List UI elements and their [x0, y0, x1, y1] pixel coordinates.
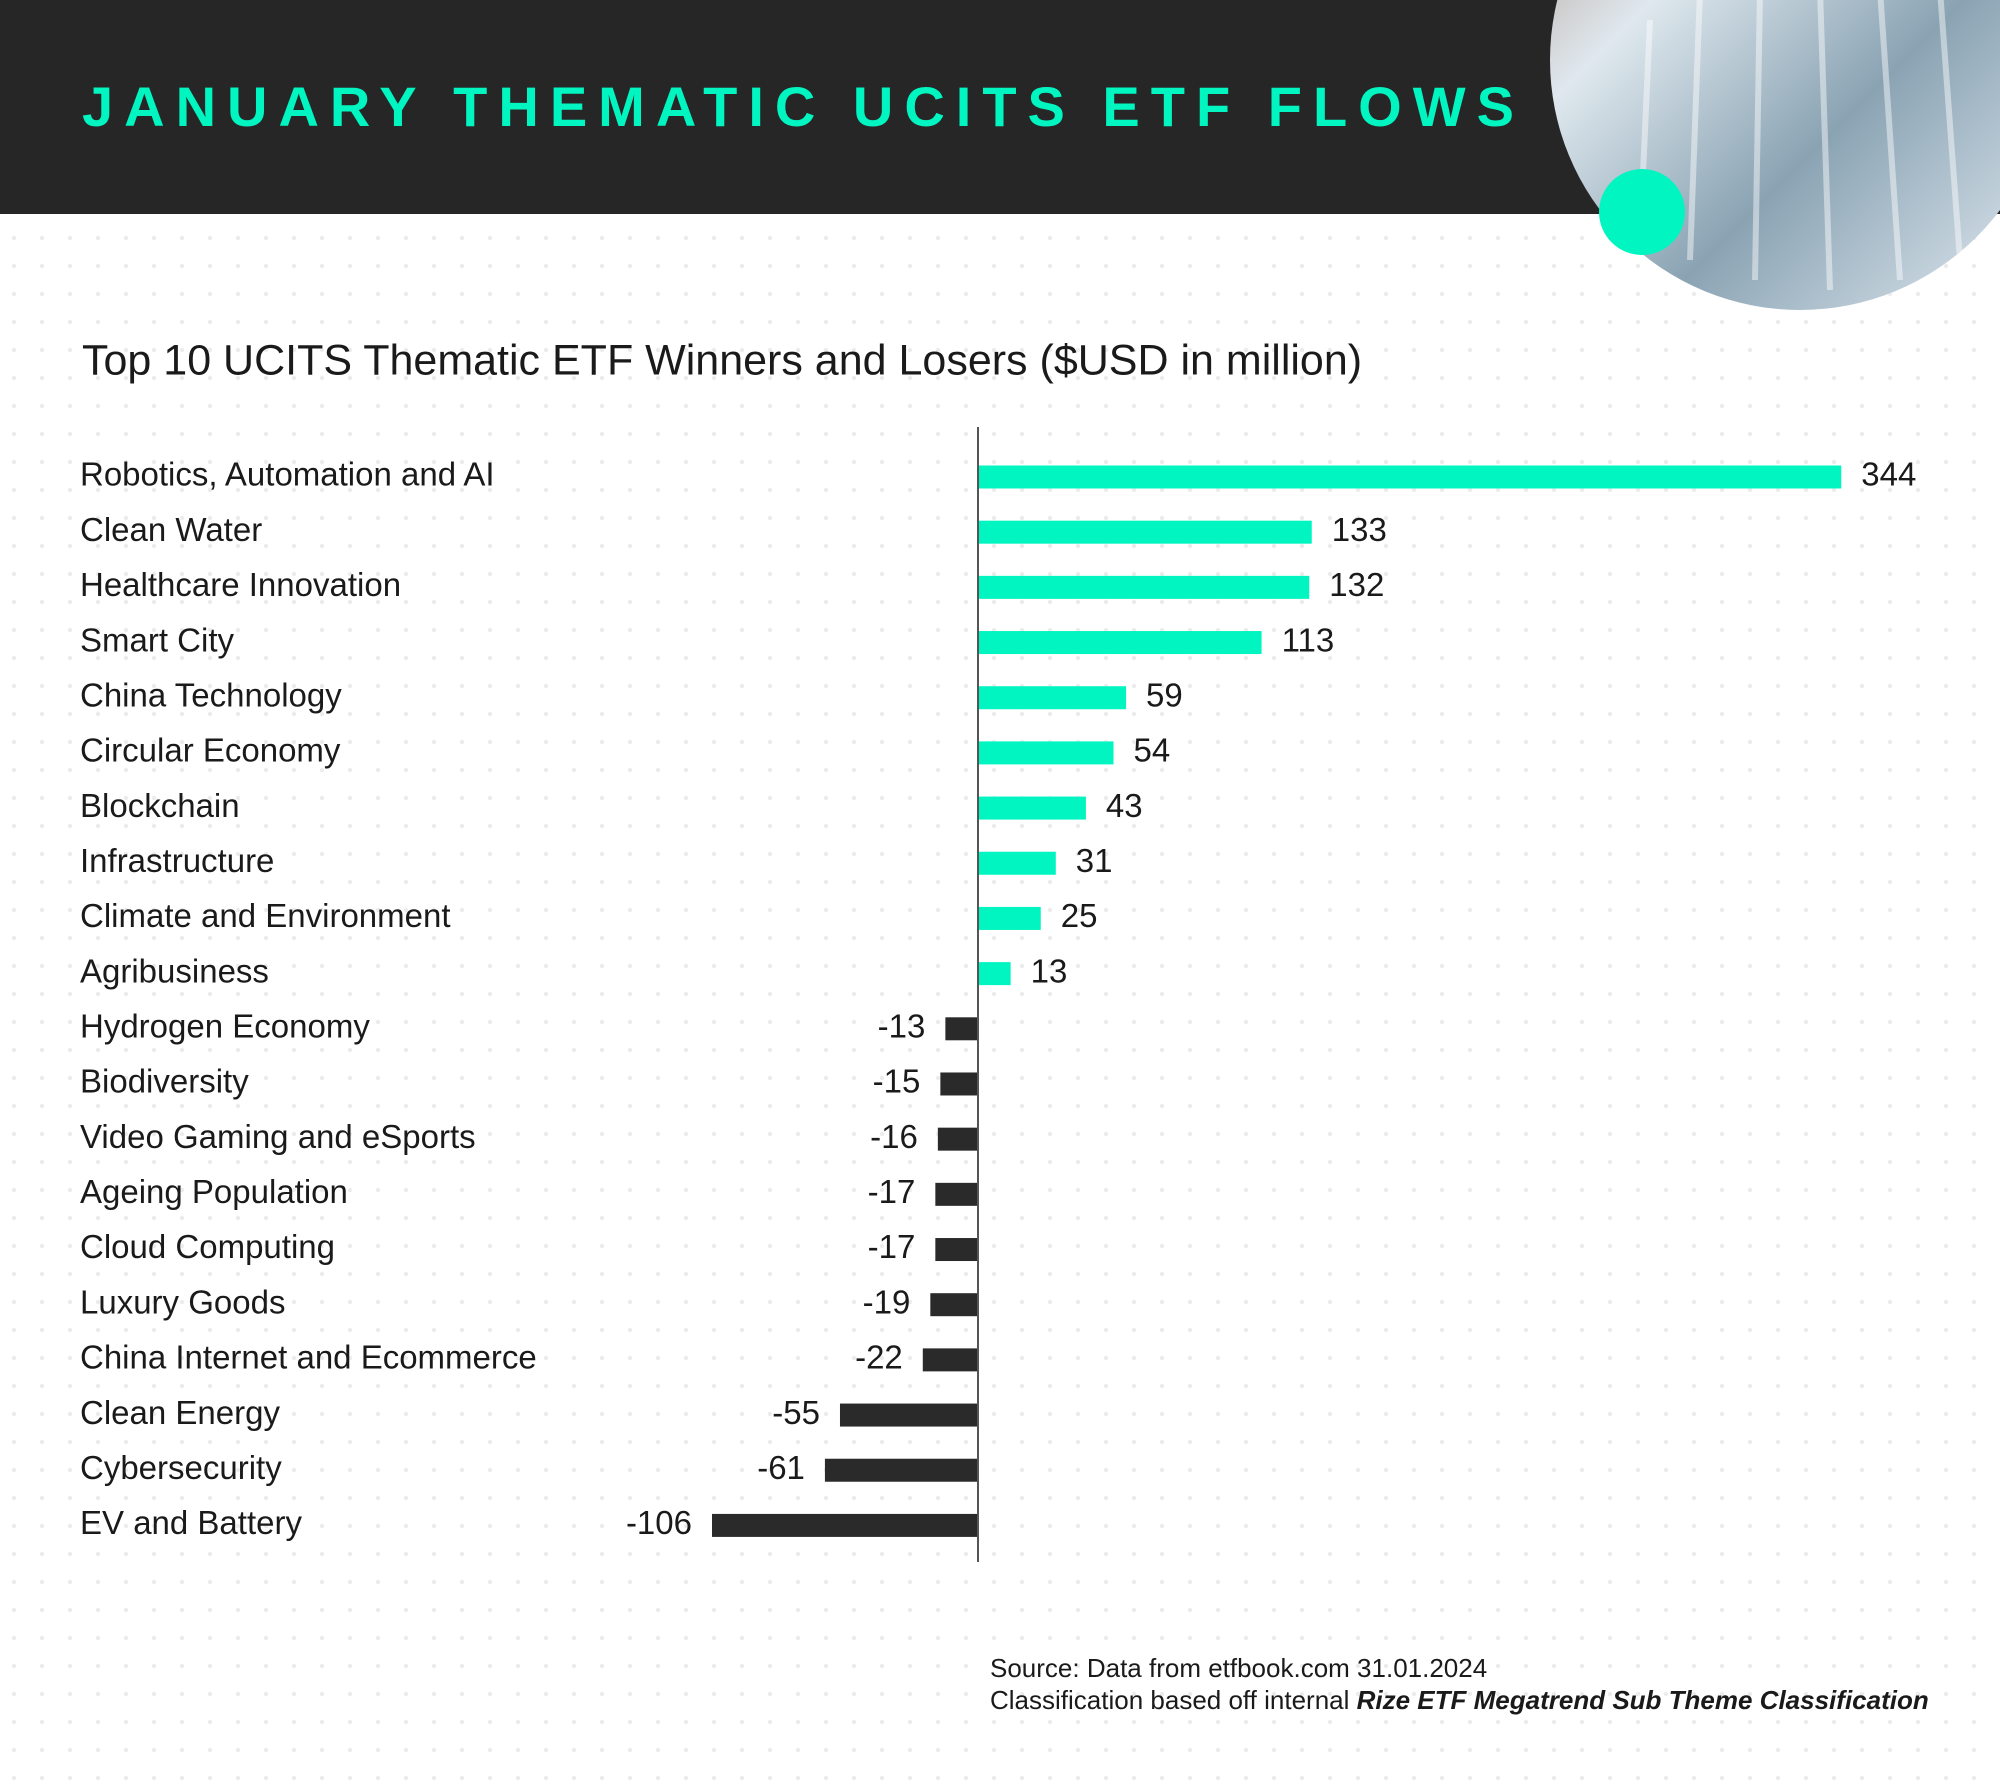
value-label: 31 [1076, 842, 1113, 879]
category-label: Blockchain [80, 787, 240, 824]
classification-prefix: Classification based off internal [990, 1685, 1357, 1715]
classification-name: Rize ETF Megatrend Sub Theme Classificat… [1357, 1685, 1929, 1715]
bar [935, 1238, 978, 1262]
value-label: -61 [757, 1449, 805, 1486]
value-label: -19 [863, 1283, 911, 1320]
bar [839, 1403, 978, 1427]
category-label: Agribusiness [80, 952, 269, 989]
value-label: 113 [1282, 621, 1335, 658]
category-label: Robotics, Automation and AI [80, 456, 495, 493]
bar [824, 1458, 978, 1482]
value-label: -15 [873, 1063, 921, 1100]
category-label: Clean Water [80, 511, 262, 548]
bar [940, 1072, 978, 1096]
bar [978, 906, 1041, 930]
bar [978, 631, 1262, 655]
value-label: 344 [1861, 456, 1916, 493]
bar [937, 1127, 978, 1151]
value-label: -17 [868, 1173, 916, 1210]
classification-note: Classification based off internal Rize E… [990, 1685, 1929, 1715]
value-label: -17 [868, 1228, 916, 1265]
bar [978, 465, 1842, 489]
bar [945, 1017, 978, 1041]
value-label: 54 [1134, 732, 1171, 769]
category-label: Infrastructure [80, 842, 274, 879]
category-label: EV and Battery [80, 1504, 302, 1541]
category-label: Luxury Goods [80, 1283, 285, 1320]
accent-dot [1599, 169, 1685, 255]
bar [930, 1293, 978, 1317]
value-label: -106 [626, 1504, 692, 1541]
category-label: Circular Economy [80, 732, 341, 769]
value-label: 59 [1146, 676, 1183, 713]
value-label: 43 [1106, 787, 1143, 824]
category-label: China Technology [80, 676, 342, 713]
category-label: Healthcare Innovation [80, 566, 401, 603]
category-label: Smart City [80, 621, 235, 658]
page-title: JANUARY THEMATIC UCITS ETF FLOWS [82, 75, 1525, 138]
value-label: -16 [870, 1118, 918, 1155]
bar [712, 1513, 978, 1537]
bar [935, 1182, 978, 1206]
chart-title: Top 10 UCITS Thematic ETF Winners and Lo… [82, 336, 1362, 384]
value-label: 13 [1031, 952, 1068, 989]
bar [922, 1348, 978, 1372]
value-label: 25 [1061, 897, 1098, 934]
value-label: -55 [772, 1394, 820, 1431]
bar [978, 796, 1086, 820]
source-note: Source: Data from etfbook.com 31.01.2024 [990, 1653, 1487, 1683]
waterfall-image [1550, 0, 2000, 310]
category-label: Cloud Computing [80, 1228, 335, 1265]
category-label: Hydrogen Economy [80, 1008, 370, 1045]
bar [978, 575, 1310, 599]
category-label: Video Gaming and eSports [80, 1118, 476, 1155]
category-label: Cybersecurity [80, 1449, 282, 1486]
category-label: Ageing Population [80, 1173, 348, 1210]
bar [978, 686, 1127, 710]
category-label: Biodiversity [80, 1063, 249, 1100]
category-label: Clean Energy [80, 1394, 280, 1431]
value-label: -13 [878, 1008, 926, 1045]
bar [978, 741, 1114, 765]
bar [978, 520, 1312, 544]
value-label: 132 [1329, 566, 1384, 603]
bar [978, 851, 1056, 875]
bar [978, 962, 1011, 986]
category-label: China Internet and Ecommerce [80, 1339, 537, 1376]
value-label: -22 [855, 1339, 903, 1376]
value-label: 133 [1332, 511, 1387, 548]
category-label: Climate and Environment [80, 897, 451, 934]
